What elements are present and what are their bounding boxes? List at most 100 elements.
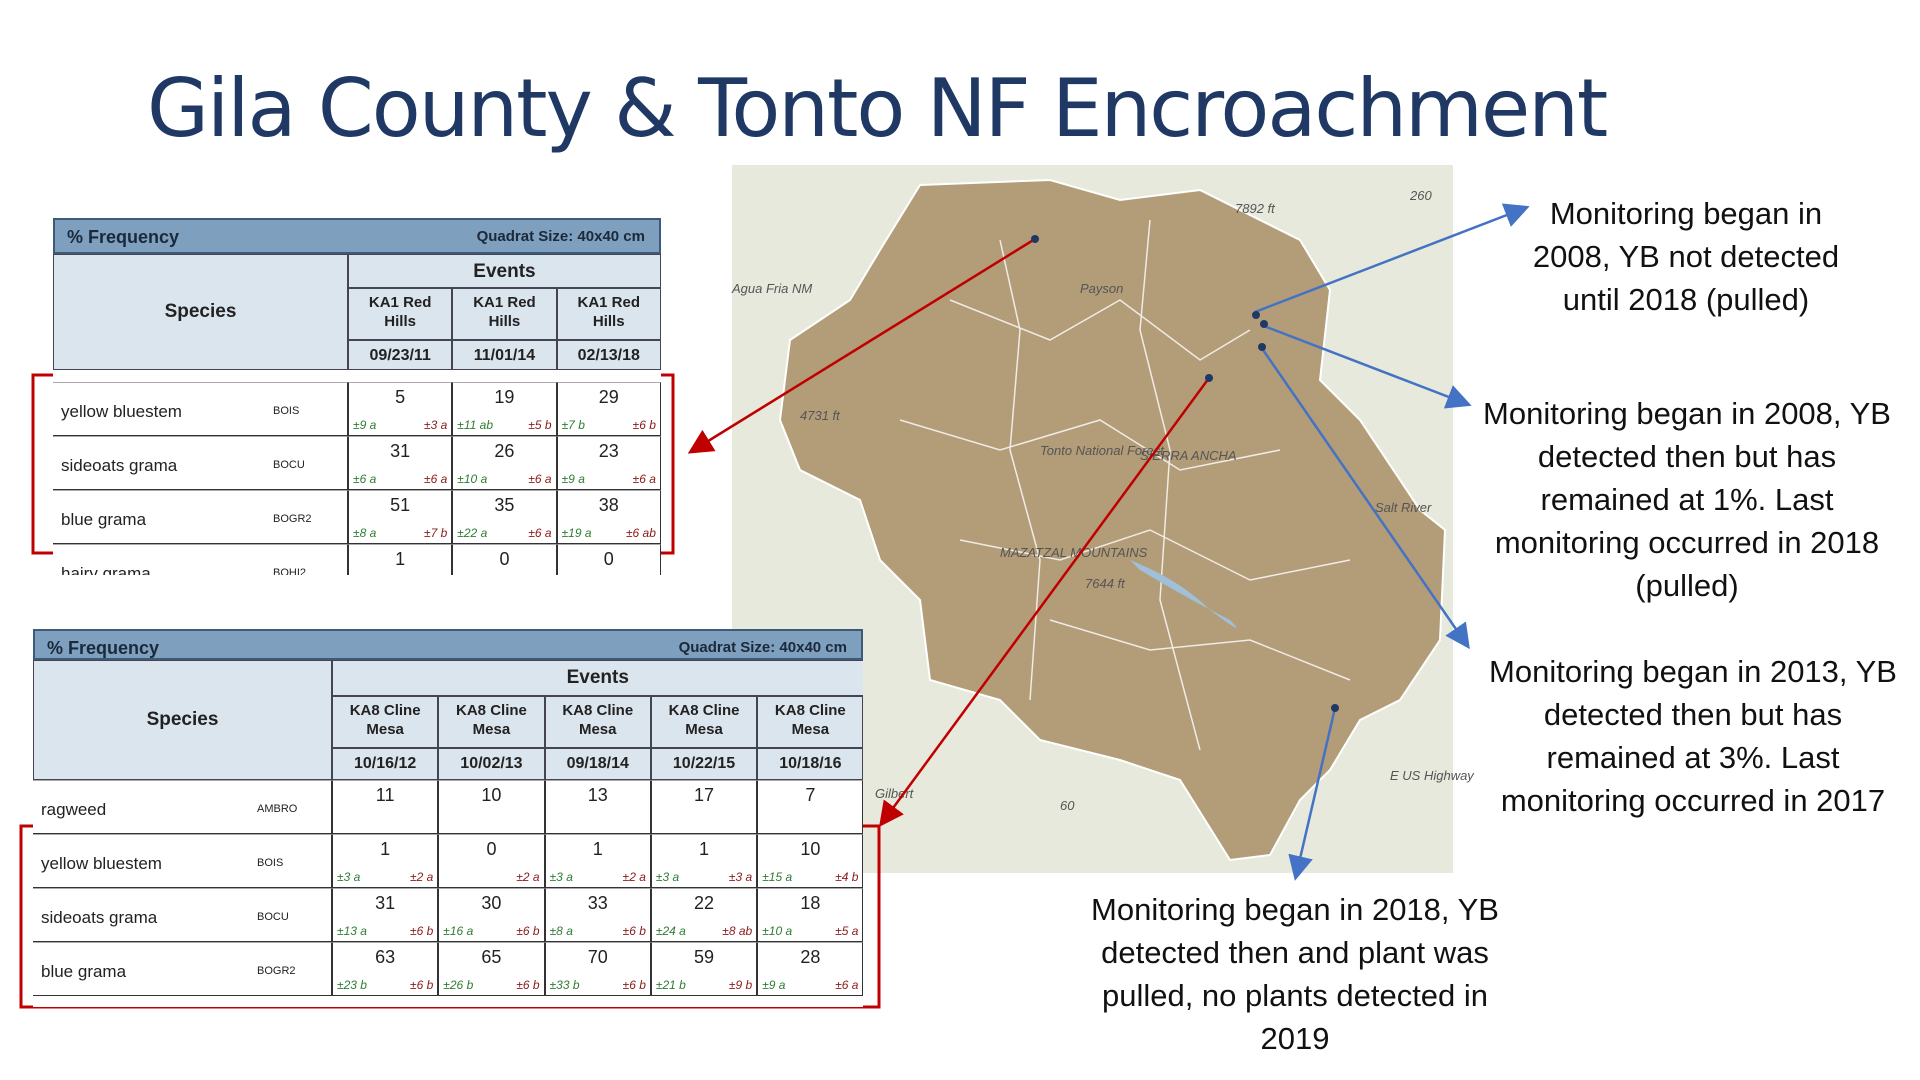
value-cell: 17 <box>650 780 758 834</box>
event-site: KA1 Red Hills <box>452 288 557 340</box>
cell-value: 23 <box>598 441 619 461</box>
cell-value: 11 <box>375 785 395 805</box>
table-header-bar: % Frequency Quadrat Size: 40x40 cm <box>33 629 863 660</box>
value-cell: 0 <box>556 544 661 575</box>
cell-error-left: ±11 ab <box>457 418 494 432</box>
cell-error-left: ±24 a <box>655 924 686 938</box>
cell-error-left: ±3 a <box>337 870 361 884</box>
species-code: BOGR2 <box>257 965 296 977</box>
species-code: BOIS <box>273 405 300 417</box>
species-cell: blue grama BOGR2 <box>53 490 348 544</box>
value-cell: 23 ±9 a ±6 a <box>556 436 661 490</box>
annotation-line: Monitoring began in <box>1549 196 1823 231</box>
cell-value: 0 <box>603 549 614 569</box>
cell-value: 10 <box>800 839 821 859</box>
annotation-line: until 2018 (pulled) <box>1562 282 1810 317</box>
value-cell: 31 ±13 a ±6 b <box>332 888 439 942</box>
cell-error-left: ±6 a <box>353 472 377 486</box>
quadrat-size: Quadrat Size: 40x40 cm <box>476 228 645 245</box>
cell-error-left: ±3 a <box>655 870 680 884</box>
event-site: KA1 Red Hills <box>348 288 453 340</box>
cell-value: 26 <box>494 441 515 461</box>
cell-error-right: ±8 ab <box>722 924 753 938</box>
event-date: 09/18/14 <box>544 748 651 780</box>
value-cell: 0 <box>452 544 557 575</box>
species-cell: ragweed AMBRO <box>33 780 332 834</box>
cell-error-left: ±21 b <box>655 978 686 992</box>
cell-error-left: ±26 b <box>443 978 474 992</box>
cell-error-left: ±8 a <box>549 924 573 938</box>
cell-error-right: ±5 a <box>835 924 859 938</box>
cell-value: 1 <box>592 839 603 859</box>
event-site: KA1 Red Hills <box>556 288 661 340</box>
cell-error-right: ±4 b <box>835 870 859 884</box>
cell-error-right: ±6 b <box>516 978 540 992</box>
data-table: % Frequency Quadrat Size: 40x40 cm Species… <box>33 629 863 1007</box>
cell-error-right: ±9 b <box>728 978 753 992</box>
cell-error-right: ±6 b <box>622 978 646 992</box>
annotation: Monitoring began in 2008, YB detected the… <box>1437 392 1920 607</box>
value-cell: 30 ±16 a ±6 b <box>438 888 545 942</box>
cell-value: 1 <box>380 839 391 859</box>
map-label: Salt River <box>1375 500 1432 515</box>
cell-error-right: ±2 a <box>622 870 646 884</box>
map-label: Gilbert <box>875 786 915 801</box>
species-cell: yellow bluestem BOIS <box>53 382 348 436</box>
cell-value: 28 <box>800 947 821 967</box>
value-cell: 1 <box>348 544 453 575</box>
map-label: E US Highway <box>1390 768 1475 783</box>
cell-error-left: ±9 a <box>561 472 585 486</box>
value-cell: 10 ±15 a ±4 b <box>757 834 863 888</box>
value-cell: 65 ±26 b ±6 b <box>438 942 545 996</box>
map-label: 7644 ft <box>1085 576 1126 591</box>
event-date: 10/18/16 <box>757 748 863 780</box>
cell-error-left: ±15 a <box>762 870 793 884</box>
annotation: Monitoring began in 2008, YB not detected… <box>1436 192 1920 321</box>
events-header: Events <box>332 660 863 696</box>
event-site: KA8 Cline Mesa <box>332 696 439 748</box>
cell-error-right: ±2 a <box>516 870 540 884</box>
cell-value: 13 <box>587 785 608 805</box>
value-cell: 51 ±8 a ±7 b <box>348 490 453 544</box>
cell-error-left: ±19 a <box>561 526 592 540</box>
quadrat-size: Quadrat Size: 40x40 cm <box>678 639 847 656</box>
cell-error-right: ±6 a <box>528 472 552 486</box>
table-header-bar: % Frequency Quadrat Size: 40x40 cm <box>53 218 661 254</box>
value-cell: 38 ±19 a ±6 ab <box>556 490 661 544</box>
map-label: 4731 ft <box>800 408 841 423</box>
species-code: BOCU <box>273 459 305 471</box>
event-date: 09/23/11 <box>348 340 453 370</box>
annotation-line: remained at 3%. Last <box>1546 740 1840 775</box>
map-label: MAZATZAL MOUNTAINS <box>1000 545 1148 560</box>
event-date: 10/02/13 <box>438 748 545 780</box>
species-cell: sideoats grama BOCU <box>33 888 332 942</box>
event-date: 10/16/12 <box>332 748 439 780</box>
cell-value: 31 <box>375 893 396 913</box>
cell-value: 0 <box>499 549 510 569</box>
species-name: yellow bluestem <box>61 402 182 421</box>
cell-value: 30 <box>481 893 502 913</box>
cell-value: 51 <box>390 495 411 515</box>
species-name: blue grama <box>41 962 127 981</box>
value-cell: 1 ±3 a ±2 a <box>332 834 439 888</box>
species-cell: hairy grama BOHI2 <box>53 544 348 575</box>
value-cell: 19 ±11 ab ±5 b <box>452 382 557 436</box>
map-label: 7892 ft <box>1235 201 1276 216</box>
event-date: 02/13/18 <box>556 340 661 370</box>
value-cell: 5 ±9 a ±3 a <box>348 382 453 436</box>
table-header: % Frequency <box>67 227 180 247</box>
cell-error-left: ±8 a <box>353 526 377 540</box>
annotation-line: pulled, no plants detected in <box>1101 978 1489 1013</box>
cell-error-left: ±16 a <box>443 924 474 938</box>
cell-error-right: ±6 a <box>528 526 552 540</box>
species-code: BOIS <box>257 857 284 869</box>
annotation-line: monitoring occurred in 2018 <box>1494 525 1880 560</box>
cell-value: 10 <box>481 785 502 805</box>
value-cell: 33 ±8 a ±6 b <box>544 888 651 942</box>
cell-value: 31 <box>390 441 411 461</box>
value-cell: 11 <box>332 780 439 834</box>
cell-error-left: ±9 a <box>762 978 786 992</box>
value-cell: 18 ±10 a ±5 a <box>757 888 863 942</box>
cell-value: 18 <box>800 893 821 913</box>
annotation-line: detected then but has <box>1537 439 1837 474</box>
